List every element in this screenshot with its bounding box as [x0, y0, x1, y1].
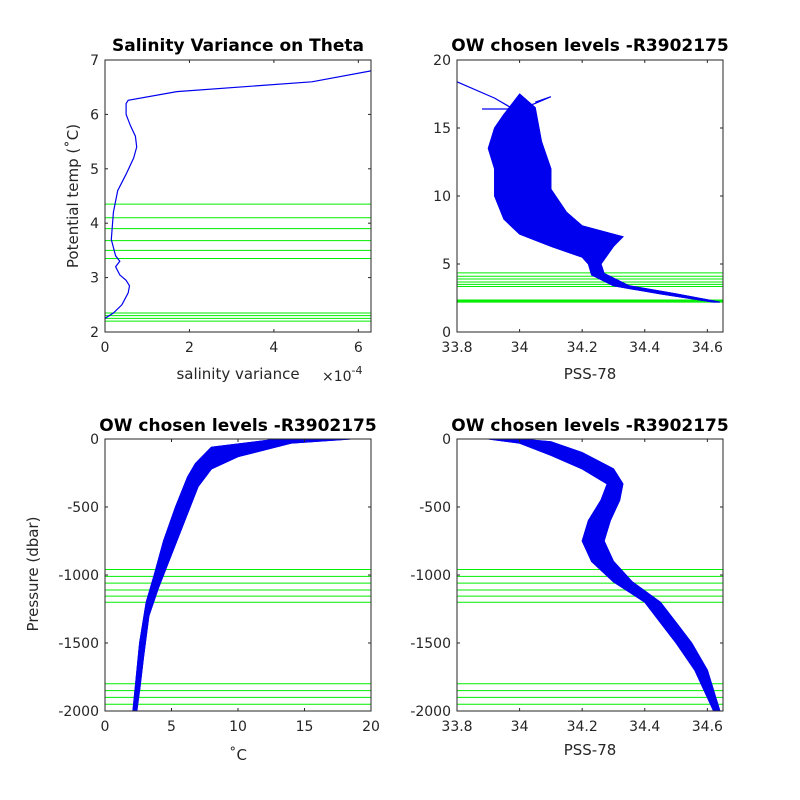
x-axis-label: PSS-78 — [564, 365, 617, 383]
y-axis-label: Potential temp (˚C) — [64, 124, 82, 268]
profile-band — [487, 93, 720, 303]
profile-band — [488, 439, 721, 711]
y-tick-label: -500 — [67, 500, 99, 516]
profile-line — [515, 98, 719, 303]
profile-line — [511, 439, 719, 711]
x-tick-label: 34 — [511, 340, 529, 356]
y-tick-label: -2000 — [58, 704, 99, 720]
chart-title: OW chosen levels -R3902175 — [451, 36, 728, 56]
profile-line — [511, 104, 717, 303]
y-tick-label: -1000 — [58, 568, 99, 584]
y-tick-label: -500 — [419, 500, 451, 516]
x-tick-label: 6 — [354, 340, 363, 356]
profile-band — [132, 439, 352, 711]
chart-title: OW chosen levels -R3902175 — [451, 416, 728, 436]
panel-salinity-variance: Salinity Variance on Theta salinity vari… — [64, 36, 372, 385]
y-tick-label: 5 — [442, 257, 451, 273]
chart-title: Salinity Variance on Theta — [112, 36, 364, 56]
y-tick-label: 3 — [90, 271, 99, 287]
panel-pressure-salinity: OW chosen levels -R3902175 PSS-78 33.8 34… — [410, 416, 728, 759]
x-tick-label: 20 — [362, 719, 380, 735]
y-tick-label: -1000 — [410, 568, 451, 584]
plot-area — [105, 70, 371, 322]
y-tick-label: 0 — [442, 432, 451, 448]
y-tick-label: 6 — [90, 107, 99, 123]
x-tick-label: 2 — [185, 340, 194, 356]
profile-line — [488, 439, 715, 711]
x-tick-label: 15 — [296, 719, 314, 735]
profile-line — [132, 439, 278, 711]
x-tick-label: 34.6 — [692, 719, 723, 735]
profile-line — [482, 96, 552, 110]
chart-title: OW chosen levels -R3902175 — [99, 416, 376, 436]
profile-line — [487, 114, 714, 303]
plot-area — [457, 439, 723, 711]
x-tick-label: 34 — [511, 719, 529, 735]
profile-line — [519, 93, 720, 303]
y-tick-label: 10 — [433, 189, 451, 205]
x-axis-exponent: ×10-4 — [322, 364, 363, 385]
y-tick-label: 0 — [90, 432, 99, 448]
profile-line — [519, 439, 721, 711]
x-tick-label: 34.6 — [692, 340, 723, 356]
x-tick-label: 0 — [101, 340, 110, 356]
y-tick-label: 7 — [90, 53, 99, 69]
x-tick-label: 34.4 — [629, 340, 660, 356]
profile-line — [457, 81, 514, 110]
y-tick-label: 4 — [90, 216, 99, 232]
panel-pressure-temperature: OW chosen levels -R3902175 ˚C Pressure (… — [24, 416, 380, 764]
axes-frame — [456, 438, 724, 712]
x-tick-label: 0 — [101, 719, 110, 735]
x-tick-label: 5 — [167, 719, 176, 735]
axes-frame — [104, 59, 372, 333]
plot-area — [105, 439, 371, 711]
x-tick-label: 10 — [229, 719, 247, 735]
profile-line — [134, 439, 297, 706]
y-axis-label: Pressure (dbar) — [24, 517, 42, 632]
x-axis-label: salinity variance — [176, 365, 299, 383]
x-tick-label: 33.8 — [441, 719, 472, 735]
profile-line — [135, 439, 315, 701]
y-tick-label: 5 — [90, 162, 99, 178]
profile-line — [501, 109, 716, 303]
x-tick-label: 34.4 — [629, 719, 660, 735]
profile-line — [137, 439, 333, 696]
profile-line — [496, 439, 716, 711]
y-tick-label: 2 — [90, 325, 99, 341]
y-tick-label: -1500 — [410, 636, 451, 652]
panel-theta-salinity: OW chosen levels -R3902175 PSS-78 33.8 34… — [433, 36, 729, 383]
plot-area — [457, 81, 723, 303]
x-tick-label: 34.2 — [567, 340, 598, 356]
x-tick-label: 4 — [269, 340, 278, 356]
y-tick-label: -2000 — [410, 704, 451, 720]
x-tick-label: 34.2 — [567, 719, 598, 735]
profile-line — [503, 439, 718, 711]
profile-line — [139, 439, 352, 691]
y-tick-label: 0 — [442, 325, 451, 341]
y-tick-label: -1500 — [58, 636, 99, 652]
x-axis-label: PSS-78 — [564, 741, 617, 759]
y-tick-label: 15 — [433, 121, 451, 137]
y-tick-label: 20 — [433, 53, 451, 69]
x-tick-label: 33.8 — [441, 340, 472, 356]
x-axis-label: ˚C — [229, 746, 247, 764]
variance-profile-line — [105, 70, 371, 319]
axes-frame — [104, 438, 372, 712]
